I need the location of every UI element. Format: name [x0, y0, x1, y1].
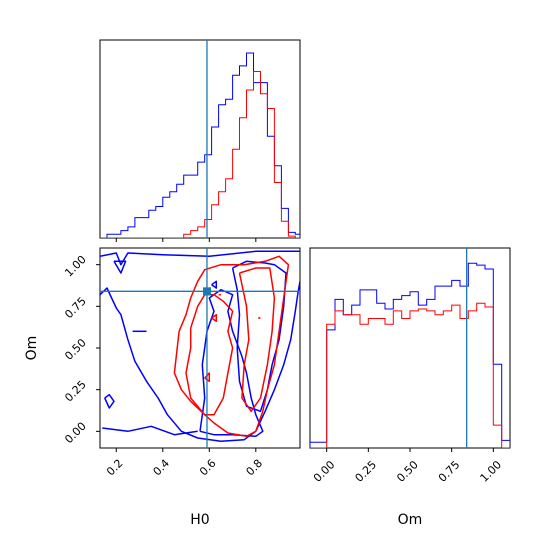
h0-om-contour-panel — [96, 247, 301, 452]
contour-red-2 — [238, 267, 276, 413]
x-axis-label-om: Om — [398, 512, 423, 528]
om-xtick-label-1: 0.25 — [353, 458, 380, 485]
contour-ytick-label-0: 0.00 — [62, 420, 89, 447]
contour-blue-1 — [100, 281, 300, 443]
contour-xtick-label-1: 0.4 — [151, 457, 173, 479]
contour-blue-4 — [102, 425, 198, 436]
y-axis-label-om: Om — [24, 336, 40, 361]
om-histogram-plot-area — [310, 262, 510, 448]
truth-marker — [202, 287, 211, 296]
om-xtick-label-4: 1.00 — [478, 458, 505, 485]
contour-xtick-label-2: 0.6 — [197, 457, 219, 479]
contour-blue-0 — [100, 250, 300, 266]
contour-red-4 — [211, 313, 218, 323]
contour-ytick-label-2: 0.50 — [62, 336, 89, 363]
contour-ytick-label-1: 0.25 — [62, 378, 89, 405]
h0-histogram-frame — [99, 39, 301, 239]
contour-blue-2 — [113, 260, 127, 274]
h0-histogram-panel — [99, 39, 301, 242]
contour-ytick-label-4: 1.00 — [62, 253, 89, 280]
om-histogram-red-series — [310, 302, 510, 448]
contour-xtick-label-3: 0.8 — [244, 457, 266, 479]
contour-blue-7 — [231, 260, 287, 413]
h0-histogram-red-series — [100, 71, 300, 238]
x-axis-label-h0: H0 — [190, 512, 209, 528]
om-histogram-blue-series — [310, 262, 510, 448]
om-xtick-label-0: 0.00 — [311, 458, 338, 485]
om-xtick-label-3: 0.75 — [436, 458, 463, 485]
contour-xtick-label-0: 0.2 — [104, 457, 126, 479]
h0-histogram-plot-area — [100, 52, 300, 238]
h0-om-contour-frame — [99, 247, 301, 449]
om-histogram-frame — [309, 247, 511, 449]
om-xtick-label-2: 0.50 — [394, 458, 421, 485]
contour-ytick-label-3: 0.75 — [62, 295, 89, 322]
contour-plot-area — [100, 250, 300, 443]
contour-blue-3 — [104, 393, 115, 409]
om-histogram-panel — [309, 247, 511, 452]
contour-blue-8 — [211, 280, 218, 289]
